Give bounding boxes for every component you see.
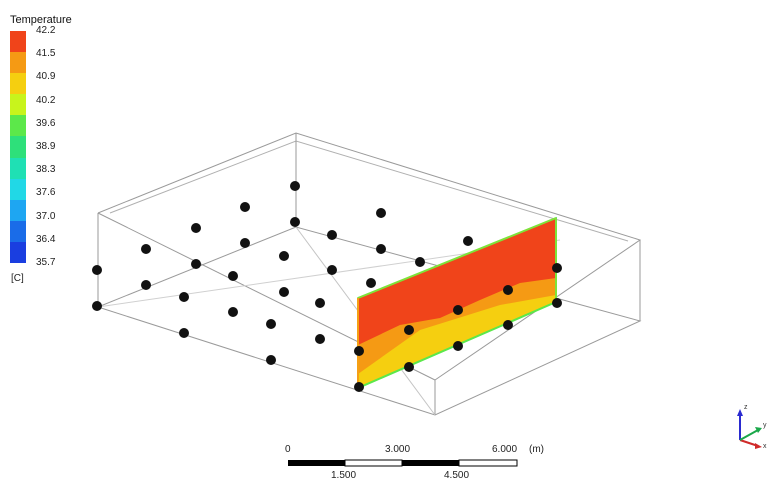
legend-tick-label: 37.6 [36, 187, 56, 199]
legend-unit: [C] [11, 273, 24, 284]
sensor-point[interactable] [92, 265, 102, 275]
legend-color-swatch [10, 199, 26, 221]
sensor-point[interactable] [376, 244, 386, 254]
legend-color-swatch [10, 31, 26, 53]
sensor-point[interactable] [404, 325, 414, 335]
legend-color-swatch [10, 52, 26, 74]
legend-tick-label: 40.2 [36, 94, 56, 106]
scale-bar-segment [402, 460, 459, 466]
sensor-point[interactable] [191, 223, 201, 233]
sensor-point[interactable] [503, 285, 513, 295]
sensor-point[interactable] [290, 181, 300, 191]
scale-bar [288, 459, 518, 467]
legend-color-swatch [10, 94, 26, 116]
scale-label-1500: 1.500 [331, 470, 357, 481]
scale-label-0: 0 [285, 444, 291, 455]
sensor-point[interactable] [327, 230, 337, 240]
scale-bar-segment [344, 459, 403, 467]
legend-tick-label: 35.7 [36, 257, 56, 268]
sensor-points [92, 181, 562, 392]
sensor-point[interactable] [404, 362, 414, 372]
sensor-point[interactable] [453, 305, 463, 315]
sensor-point[interactable] [240, 202, 250, 212]
sensor-point[interactable] [179, 328, 189, 338]
sensor-point[interactable] [327, 265, 337, 275]
legend-tick-label: 36.4 [36, 233, 56, 245]
triad-label-x: x [763, 443, 767, 450]
legend-color-swatch [10, 136, 26, 158]
sensor-point[interactable] [279, 251, 289, 261]
sensor-point[interactable] [141, 280, 151, 290]
sensor-point[interactable] [141, 244, 151, 254]
axis-triad [737, 409, 762, 449]
legend-color-bar [10, 31, 26, 264]
legend-color-swatch [10, 220, 26, 242]
legend-tick-label: 38.3 [36, 164, 56, 176]
contour-region-42-2 [358, 218, 556, 345]
temperature-contour-plane [357, 216, 557, 390]
scale-label-4500: 4.500 [444, 470, 470, 481]
legend-title: Temperature [10, 14, 72, 26]
sensor-point[interactable] [315, 298, 325, 308]
sensor-point[interactable] [354, 346, 364, 356]
sensor-point[interactable] [266, 355, 276, 365]
triad-label-y: y [763, 422, 767, 429]
legend-tick-label: 37.0 [36, 210, 56, 222]
scale-bar-segment [458, 459, 518, 467]
scale-bar-segment [288, 460, 345, 466]
legend-color-swatch [10, 178, 26, 200]
sensor-point[interactable] [415, 257, 425, 267]
sensor-point[interactable] [266, 319, 276, 329]
legend-tick-label: 38.9 [36, 141, 56, 152]
sensor-point[interactable] [279, 287, 289, 297]
sensor-point[interactable] [453, 341, 463, 351]
sensor-point[interactable] [228, 307, 238, 317]
legend-color-swatch [10, 157, 26, 179]
sensor-point[interactable] [463, 236, 473, 246]
legend-tick-label: 42.2 [36, 25, 56, 36]
sensor-point[interactable] [240, 238, 250, 248]
y-axis-arrow [739, 429, 759, 441]
legend-color-swatch [10, 115, 26, 137]
triad-label-z: z [744, 404, 748, 411]
sensor-point[interactable] [354, 382, 364, 392]
legend-tick-label: 40.9 [36, 71, 56, 83]
legend-tick-label: 39.6 [36, 117, 56, 129]
sensor-point[interactable] [552, 298, 562, 308]
legend-color-swatch [10, 241, 26, 264]
sensor-point[interactable] [191, 259, 201, 269]
sensor-point[interactable] [179, 292, 189, 302]
legend-color-swatch [10, 73, 26, 95]
sensor-point[interactable] [366, 278, 376, 288]
scale-label-3000: 3.000 [385, 444, 411, 455]
sensor-point[interactable] [315, 334, 325, 344]
sensor-point[interactable] [228, 271, 238, 281]
legend-tick-label: 41.5 [36, 48, 56, 60]
sensor-point[interactable] [503, 320, 513, 330]
sensor-point[interactable] [376, 208, 386, 218]
sensor-point[interactable] [290, 217, 300, 227]
scale-unit: (m) [529, 444, 544, 455]
scale-label-6000: 6.000 [492, 444, 518, 455]
sensor-point[interactable] [552, 263, 562, 273]
sensor-point[interactable] [92, 301, 102, 311]
